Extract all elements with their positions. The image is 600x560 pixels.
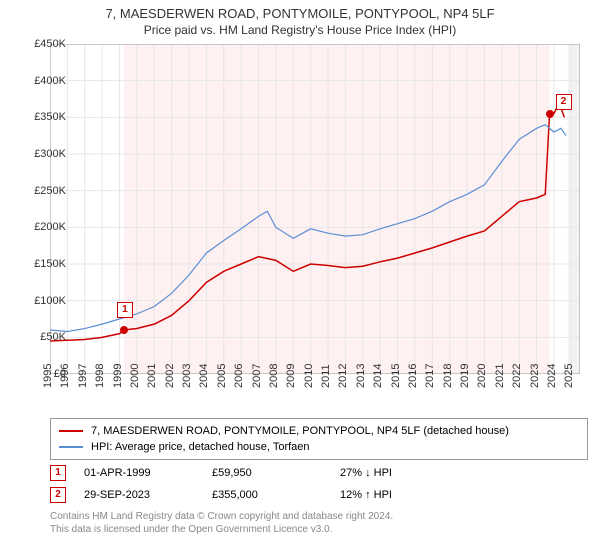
x-tick-label: 1997 <box>77 364 89 388</box>
x-tick-label: 2005 <box>216 364 228 388</box>
y-tick-label: £200K <box>34 221 66 233</box>
plot-svg <box>50 44 580 374</box>
x-tick-label: 2024 <box>546 364 558 388</box>
annotation-date: 29-SEP-2023 <box>84 489 194 501</box>
x-tick-label: 1995 <box>42 364 54 388</box>
x-tick-label: 2012 <box>337 364 349 388</box>
legend-label: 7, MAESDERWEN ROAD, PONTYMOILE, PONTYPOO… <box>91 425 509 437</box>
y-tick-label: £400K <box>34 75 66 87</box>
x-tick-label: 2001 <box>146 364 158 388</box>
x-tick-label: 2008 <box>268 364 280 388</box>
annotation-delta: 12% ↑ HPI <box>340 489 450 501</box>
legend-item-hpi: HPI: Average price, detached house, Torf… <box>59 439 579 455</box>
y-tick-label: £250K <box>34 185 66 197</box>
footer-line-2: This data is licensed under the Open Gov… <box>50 523 570 536</box>
chart-subtitle: Price paid vs. HM Land Registry's House … <box>0 21 600 37</box>
legend: 7, MAESDERWEN ROAD, PONTYMOILE, PONTYPOO… <box>50 418 588 460</box>
x-tick-label: 2020 <box>476 364 488 388</box>
callout-marker: 2 <box>556 94 572 110</box>
x-tick-label: 2000 <box>129 364 141 388</box>
x-tick-label: 2015 <box>389 364 401 388</box>
x-tick-label: 2019 <box>459 364 471 388</box>
legend-swatch <box>59 430 83 432</box>
y-tick-label: £100K <box>34 295 66 307</box>
x-tick-label: 2009 <box>285 364 297 388</box>
x-tick-label: 2014 <box>372 364 384 388</box>
x-tick-label: 2010 <box>302 364 314 388</box>
x-tick-label: 2004 <box>198 364 210 388</box>
annotation-price: £59,950 <box>212 467 322 479</box>
y-tick-label: £300K <box>34 148 66 160</box>
x-tick-label: 1996 <box>59 364 71 388</box>
x-tick-label: 1998 <box>94 364 106 388</box>
x-tick-label: 2007 <box>250 364 262 388</box>
x-tick-label: 2021 <box>494 364 506 388</box>
chart-title: 7, MAESDERWEN ROAD, PONTYMOILE, PONTYPOO… <box>0 0 600 21</box>
data-point-marker <box>546 110 554 118</box>
y-tick-label: £50K <box>40 331 66 343</box>
x-tick-label: 2011 <box>320 364 332 388</box>
footer-line-1: Contains HM Land Registry data © Crown c… <box>50 510 570 523</box>
y-tick-label: £150K <box>34 258 66 270</box>
annotation-table: 1 01-APR-1999 £59,950 27% ↓ HPI 2 29-SEP… <box>50 462 570 506</box>
annotation-row-1: 1 01-APR-1999 £59,950 27% ↓ HPI <box>50 462 570 484</box>
x-tick-label: 2002 <box>163 364 175 388</box>
data-point-marker <box>120 326 128 334</box>
x-tick-label: 2018 <box>441 364 453 388</box>
plot-area <box>50 44 580 374</box>
annotation-date: 01-APR-1999 <box>84 467 194 479</box>
legend-item-price-paid: 7, MAESDERWEN ROAD, PONTYMOILE, PONTYPOO… <box>59 423 579 439</box>
x-tick-label: 2017 <box>424 364 436 388</box>
callout-marker: 1 <box>117 302 133 318</box>
y-tick-label: £450K <box>34 38 66 50</box>
x-tick-label: 2006 <box>233 364 245 388</box>
annotation-delta: 27% ↓ HPI <box>340 467 450 479</box>
x-tick-label: 2022 <box>511 364 523 388</box>
chart-container: 7, MAESDERWEN ROAD, PONTYMOILE, PONTYPOO… <box>0 0 600 560</box>
x-tick-label: 1999 <box>111 364 123 388</box>
annotation-price: £355,000 <box>212 489 322 501</box>
y-tick-label: £350K <box>34 111 66 123</box>
annotation-marker: 2 <box>50 487 66 503</box>
legend-swatch <box>59 446 83 448</box>
x-tick-label: 2013 <box>355 364 367 388</box>
x-tick-label: 2025 <box>563 364 575 388</box>
x-tick-label: 2016 <box>407 364 419 388</box>
x-tick-label: 2023 <box>528 364 540 388</box>
attribution-footer: Contains HM Land Registry data © Crown c… <box>50 510 570 536</box>
annotation-row-2: 2 29-SEP-2023 £355,000 12% ↑ HPI <box>50 484 570 506</box>
legend-label: HPI: Average price, detached house, Torf… <box>91 441 310 453</box>
annotation-marker: 1 <box>50 465 66 481</box>
x-tick-label: 2003 <box>181 364 193 388</box>
